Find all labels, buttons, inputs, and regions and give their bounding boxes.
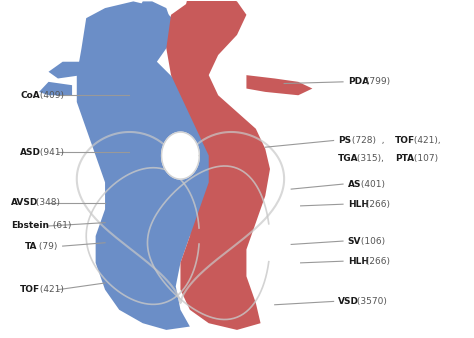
Text: (266): (266)	[363, 200, 390, 209]
Text: VSD: VSD	[338, 297, 359, 306]
Text: (61): (61)	[50, 221, 72, 231]
Text: (421): (421)	[37, 285, 64, 294]
Text: (728)  ,: (728) ,	[349, 136, 384, 145]
Text: HLH: HLH	[348, 257, 369, 266]
Text: (799): (799)	[363, 77, 391, 86]
Text: SV: SV	[348, 237, 361, 246]
Text: (266): (266)	[363, 257, 390, 266]
Text: ASD: ASD	[20, 148, 41, 157]
Text: (421),: (421),	[411, 136, 440, 145]
Text: (79): (79)	[36, 242, 58, 250]
Text: Ebstein: Ebstein	[11, 221, 49, 231]
Text: AVSD: AVSD	[11, 198, 38, 207]
Polygon shape	[128, 1, 171, 48]
Polygon shape	[162, 132, 199, 179]
Text: (409): (409)	[37, 91, 64, 100]
Text: PTA: PTA	[395, 154, 414, 164]
Polygon shape	[77, 1, 228, 330]
Text: (3570): (3570)	[354, 297, 387, 306]
Polygon shape	[39, 82, 72, 95]
Text: HLH: HLH	[348, 200, 369, 209]
Text: TOF: TOF	[395, 136, 415, 145]
Text: (106): (106)	[358, 237, 385, 246]
Text: TOF: TOF	[20, 285, 40, 294]
Text: TGA: TGA	[338, 154, 359, 164]
Text: (107): (107)	[411, 154, 438, 164]
Text: AS: AS	[348, 179, 361, 189]
Text: (315),: (315),	[354, 154, 387, 164]
Text: (941): (941)	[37, 148, 64, 157]
Polygon shape	[185, 0, 228, 22]
Polygon shape	[166, 0, 270, 330]
Polygon shape	[48, 62, 86, 78]
Text: CoA: CoA	[20, 91, 40, 100]
Text: TA: TA	[25, 242, 37, 250]
Text: (348): (348)	[34, 198, 60, 207]
Polygon shape	[246, 75, 312, 95]
Text: PDA: PDA	[348, 77, 369, 86]
Text: PS: PS	[338, 136, 351, 145]
Text: (401): (401)	[358, 179, 385, 189]
